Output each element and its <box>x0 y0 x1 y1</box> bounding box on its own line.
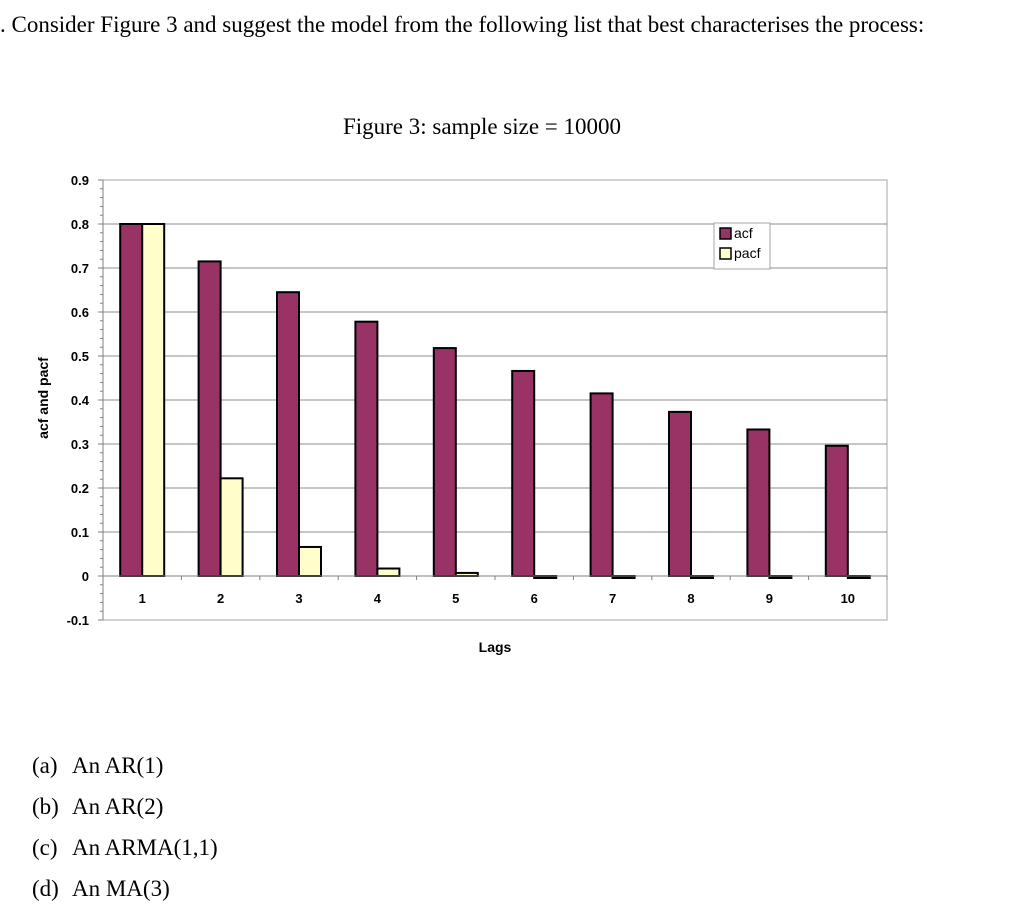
bar-acf-lag-4 <box>354 320 379 577</box>
x-tick-label: 10 <box>841 591 855 606</box>
bar-acf-lag-5 <box>432 347 457 577</box>
option-c[interactable]: (c) An ARMA(1,1) <box>32 830 218 871</box>
option-a[interactable]: (a) An AR(1) <box>32 748 218 789</box>
bar-acf-lag-7 <box>589 392 614 577</box>
bar-pacf-lag-2 <box>219 477 244 578</box>
bar-pacf-lag-1 <box>141 223 166 577</box>
legend-label-acf: acf <box>734 225 753 241</box>
x-tick-label: 2 <box>217 591 224 606</box>
x-tick-label: 6 <box>531 591 538 606</box>
y-tick-label: 0.2 <box>71 481 89 496</box>
option-letter: (b) <box>32 794 59 819</box>
bar-acf-lag-10 <box>824 444 849 578</box>
option-letter: (a) <box>32 753 58 778</box>
legend-swatch-acf <box>719 227 732 240</box>
option-text: An AR(1) <box>72 753 164 778</box>
x-tick-label: 5 <box>452 591 459 606</box>
bar-acf-lag-9 <box>746 428 771 578</box>
option-d[interactable]: (d) An MA(3) <box>32 871 218 912</box>
question-text: . Consider Figure 3 and suggest the mode… <box>0 12 925 37</box>
x-tick-label: 4 <box>374 591 382 606</box>
y-tick-label: 0.6 <box>71 305 89 320</box>
x-tick-label: 8 <box>687 591 694 606</box>
y-tick-label: -0.1 <box>67 613 89 628</box>
bars-group <box>119 223 871 579</box>
y-tick-label: 0.1 <box>71 525 89 540</box>
bar-pacf-lag-4 <box>376 567 401 578</box>
y-axis-label: acf and pacf <box>35 357 51 439</box>
y-tick-label: 0.5 <box>71 349 89 364</box>
bar-pacf-lag-3 <box>298 545 322 578</box>
acf-pacf-bar-chart: 0.9 0.8 0.7 0.6 0.5 0.4 0.3 0.2 0.1 0 -0.1 1 2 3 4 5 6 7 8… <box>35 173 888 655</box>
legend: acf pacf <box>713 222 771 270</box>
y-tick-label: 0.7 <box>71 261 89 276</box>
y-tick-label: 0.4 <box>71 393 90 408</box>
legend-swatch-pacf <box>719 247 732 260</box>
y-tick-label: 0.3 <box>71 437 89 452</box>
x-tick-label: 7 <box>609 591 616 606</box>
x-tick-label: 9 <box>766 591 773 606</box>
axes-group: 0.9 0.8 0.7 0.6 0.5 0.4 0.3 0.2 0.1 0 -0.1 1 2 3 4 5 6 7 8… <box>67 173 888 628</box>
option-text: An MA(3) <box>72 876 170 901</box>
y-tick-label: 0.9 <box>71 173 89 188</box>
x-tick-label: 3 <box>295 591 302 606</box>
option-letter: (d) <box>32 876 59 901</box>
y-tick-label: 0 <box>82 569 89 584</box>
option-text: An ARMA(1,1) <box>72 835 218 860</box>
x-axis-label: Lags <box>479 639 512 655</box>
bar-acf-lag-6 <box>511 369 536 577</box>
chart-title: Figure 3: sample size = 10000 <box>342 114 622 139</box>
legend-label-pacf: pacf <box>734 245 761 261</box>
bar-acf-lag-8 <box>668 410 692 577</box>
option-letter: (c) <box>32 835 58 860</box>
x-tick-label: 1 <box>139 591 146 606</box>
option-b[interactable]: (b) An AR(2) <box>32 789 218 830</box>
y-tick-label: 0.8 <box>71 217 89 232</box>
bar-acf-lag-1 <box>119 223 144 577</box>
bar-acf-lag-3 <box>276 291 300 577</box>
option-text: An AR(2) <box>72 794 164 819</box>
bar-acf-lag-2 <box>197 260 222 577</box>
answer-options: (a) An AR(1) (b) An AR(2) (c) An ARMA(1,… <box>32 748 218 912</box>
